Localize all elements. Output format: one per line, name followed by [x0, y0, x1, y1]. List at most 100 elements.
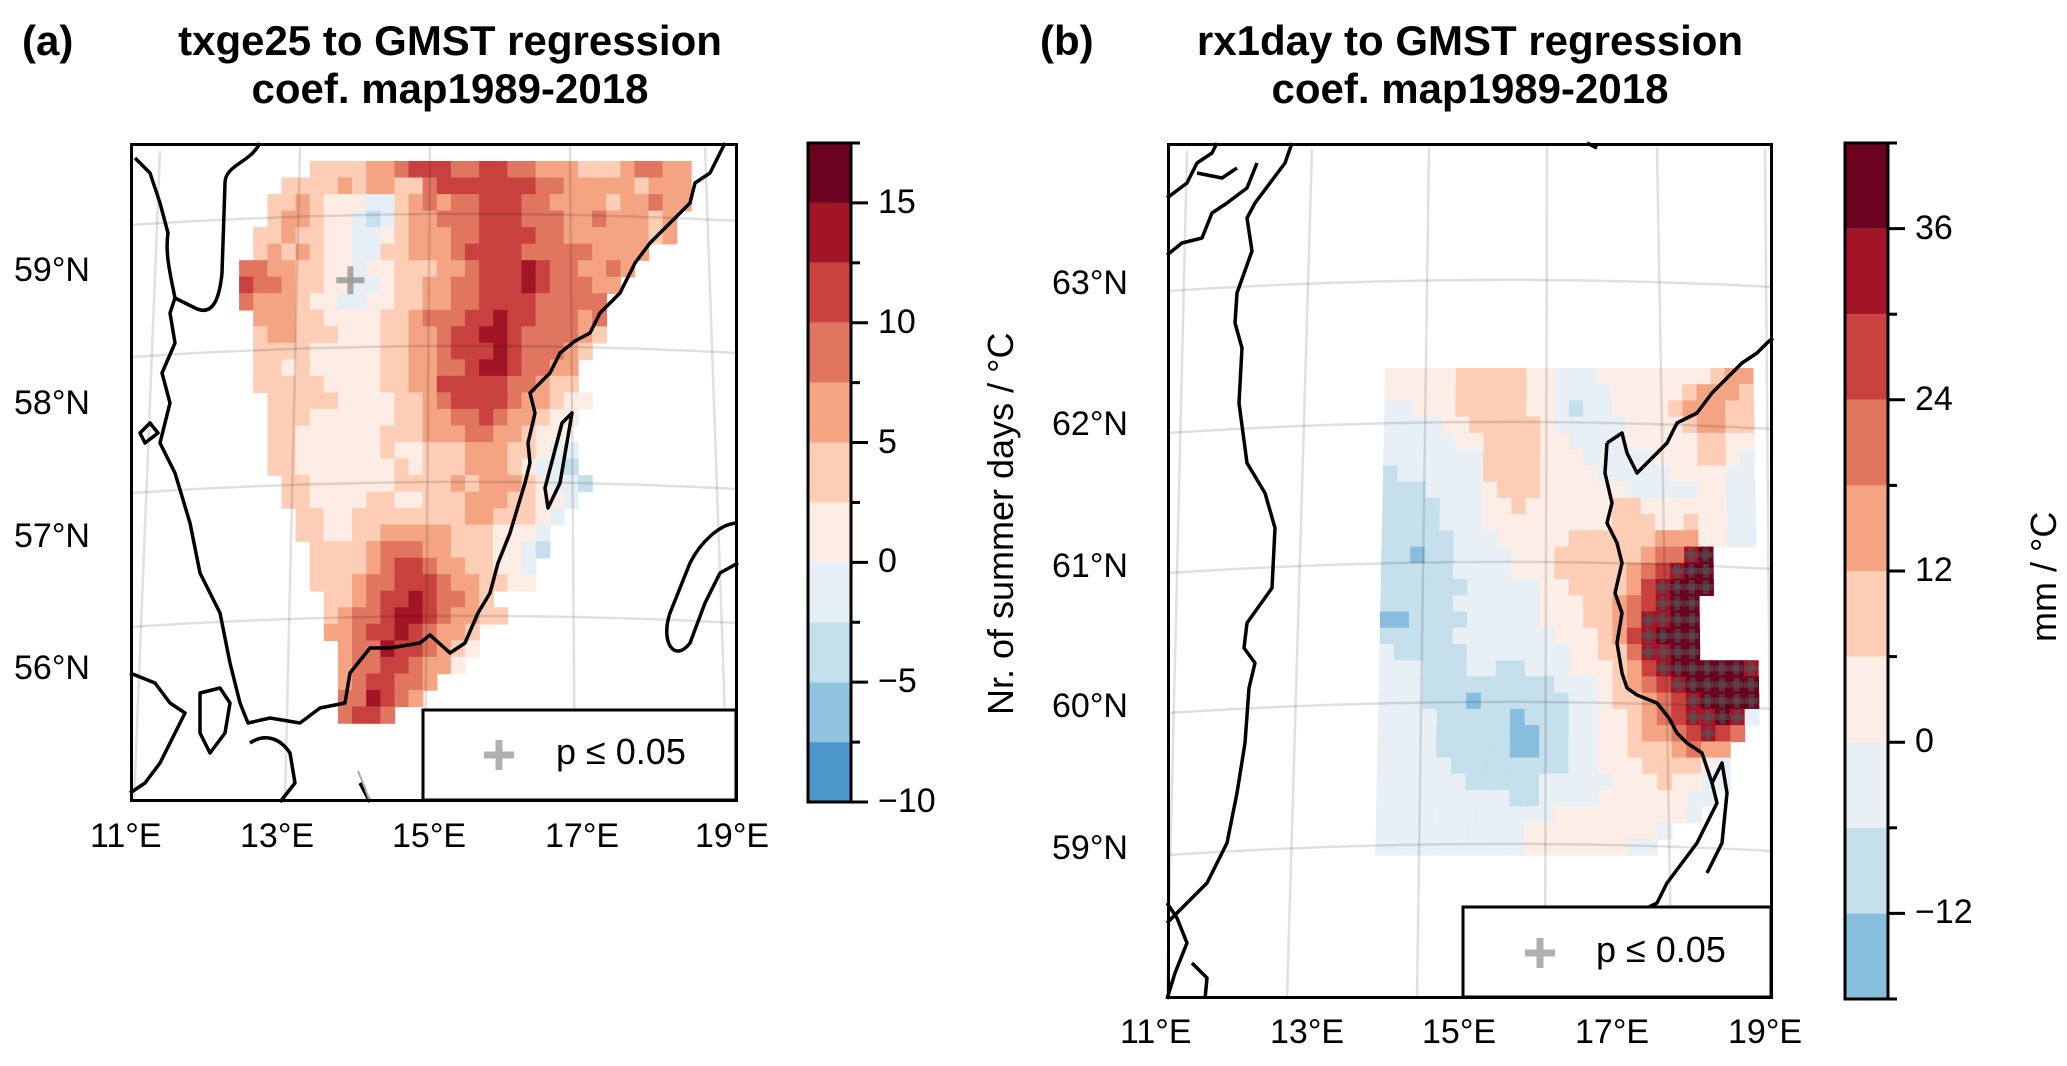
significance-marker	[1656, 628, 1671, 643]
grid-cell	[1540, 514, 1555, 532]
grid-cell	[1539, 676, 1555, 694]
grid-cell	[1583, 741, 1599, 759]
grid-cell	[394, 574, 410, 592]
grid-cell	[352, 458, 367, 476]
grid-cell	[309, 293, 325, 311]
grid-cell	[1411, 465, 1427, 483]
grid-cell	[1385, 368, 1400, 385]
grid-cell	[366, 342, 382, 361]
grid-cell	[1496, 595, 1512, 613]
grid-cell	[1481, 595, 1497, 613]
grid-cell	[1424, 579, 1439, 596]
grid-cell	[1378, 692, 1394, 710]
significance-marker	[1670, 612, 1685, 627]
grid-cell	[1382, 497, 1398, 515]
grid-cell	[1395, 562, 1411, 580]
grid-cell	[1540, 400, 1556, 418]
grid-cell	[323, 541, 339, 559]
grid-cell	[549, 177, 565, 195]
grid-cell	[1496, 530, 1512, 548]
grid-cell	[1405, 790, 1421, 808]
grid-cell	[309, 491, 325, 509]
significance-marker	[1655, 612, 1670, 627]
grid-cell	[1509, 838, 1524, 856]
grid-cell	[1554, 546, 1570, 564]
grid-cell	[465, 442, 480, 460]
grid-cell	[479, 425, 494, 443]
grid-cell	[352, 557, 367, 575]
panel-b-letter: (b)	[1040, 17, 1094, 64]
grid-cell	[422, 260, 438, 278]
grid-cell	[450, 425, 466, 443]
grid-cell	[1597, 660, 1613, 678]
grid-cell	[422, 590, 438, 609]
grid-cell	[380, 458, 396, 476]
grid-cell	[1481, 660, 1496, 678]
grid-cell	[380, 309, 396, 328]
grid-cell	[1451, 676, 1467, 694]
grid-cell	[337, 408, 353, 427]
grid-cell	[1625, 432, 1641, 450]
grid-cell	[1611, 465, 1627, 483]
grid-cell	[295, 408, 311, 427]
grid-cell	[436, 574, 452, 592]
grid-cell	[1640, 416, 1655, 434]
grid-cell	[281, 309, 297, 328]
grid-cell	[1377, 725, 1393, 743]
grid-cell	[1380, 595, 1396, 613]
grid-cell	[309, 425, 325, 443]
map-b-xtick: 11°E	[1120, 1013, 1192, 1051]
grid-cell	[1613, 806, 1628, 824]
grid-cell	[450, 574, 466, 592]
grid-cell	[1380, 579, 1396, 596]
grid-cell	[493, 177, 509, 195]
grid-cell	[592, 161, 607, 179]
grid-cell	[366, 706, 382, 724]
grid-cell	[1554, 644, 1569, 661]
grid-cell	[337, 458, 353, 476]
grid-cell	[1497, 400, 1513, 418]
grid-cell	[337, 227, 353, 245]
grid-cell	[1398, 384, 1414, 402]
grid-cell	[648, 177, 664, 195]
grid-cell	[1568, 514, 1584, 532]
grid-cell	[1524, 822, 1539, 840]
grid-cell	[394, 590, 410, 609]
grid-cell	[450, 375, 466, 394]
colorbar-bin	[808, 322, 851, 383]
grid-cell	[1539, 757, 1554, 775]
grid-cell	[1554, 611, 1570, 629]
grid-cell	[309, 541, 325, 559]
grid-cell	[267, 392, 283, 410]
grid-cell	[366, 293, 382, 311]
grid-cell	[465, 342, 480, 361]
grid-cell	[1452, 611, 1468, 629]
grid-cell	[662, 194, 678, 212]
grid-cell	[1725, 400, 1740, 418]
grid-cell	[1583, 497, 1599, 515]
grid-cell	[1511, 497, 1527, 515]
grid-cell	[1639, 368, 1655, 385]
grid-cell	[281, 227, 297, 245]
grid-cell	[281, 293, 297, 311]
grid-cell	[366, 210, 382, 228]
grid-cell	[323, 557, 339, 575]
grid-cell	[380, 293, 396, 311]
significance-marker	[1729, 677, 1744, 692]
grid-cell	[1424, 530, 1440, 548]
grid-cell	[323, 475, 339, 493]
grid-cell	[1482, 497, 1498, 515]
grid-cell	[408, 524, 424, 542]
grid-cell	[1421, 757, 1437, 775]
grid-cell	[1539, 627, 1555, 645]
grid-cell	[507, 227, 523, 245]
colorbar-bin	[1845, 399, 1888, 486]
grid-cell	[479, 227, 494, 245]
grid-cell	[394, 227, 410, 245]
colorbar-tick-label: 10	[878, 302, 916, 341]
grid-cell	[450, 392, 466, 410]
grid-cell	[352, 194, 367, 212]
significance-marker	[1669, 563, 1684, 578]
grid-cell	[535, 309, 551, 328]
grid-cell	[1626, 595, 1642, 613]
